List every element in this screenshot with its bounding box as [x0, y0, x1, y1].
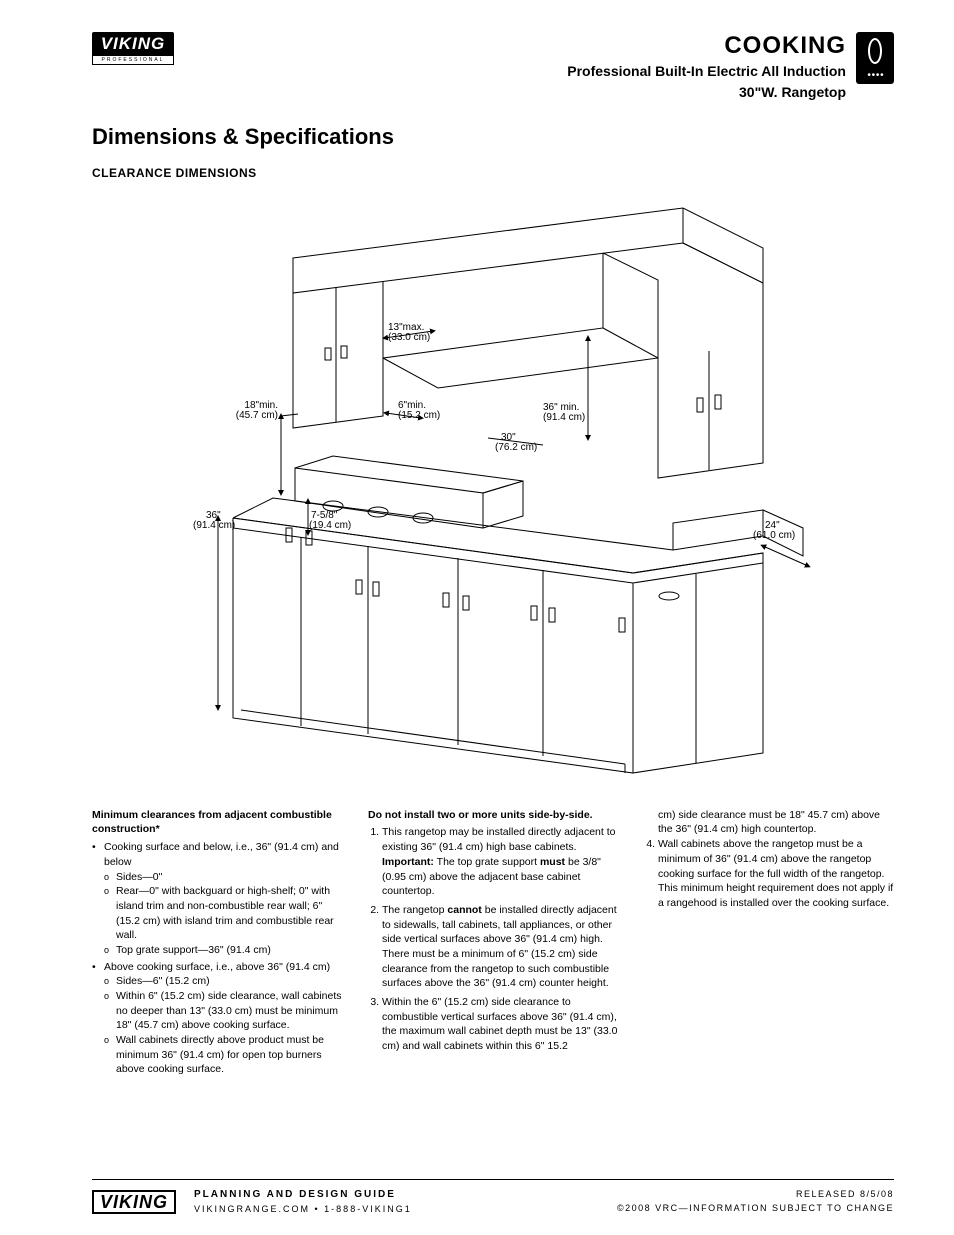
- footer-contact: VIKINGRANGE.COM • 1-888-VIKING1: [194, 1204, 599, 1214]
- clearance-diagram: 13"max.(33.0 cm) 18"min.(45.7 cm) 6"min.…: [92, 198, 894, 778]
- section-title: Dimensions & Specifications: [92, 124, 894, 150]
- svg-text:36" min.(91.4 cm): 36" min.(91.4 cm): [543, 402, 585, 423]
- brand-tag: PROFESSIONAL: [92, 56, 174, 65]
- column-1: Minimum clearances from adjacent combust…: [92, 808, 342, 1079]
- col2-n2: The rangetop cannot be installed directl…: [382, 903, 618, 991]
- col2-n1: This rangetop may be installed directly …: [382, 825, 618, 898]
- subsection-title: CLEARANCE DIMENSIONS: [92, 166, 894, 180]
- category-title: COOKING: [567, 32, 846, 60]
- col1-b1s3: Top grate support—36" (91.4 cm): [104, 943, 342, 958]
- svg-text:24"(61.0 cm): 24"(61.0 cm): [753, 520, 795, 541]
- footer-released: RELEASED 8/5/08: [617, 1188, 894, 1202]
- col1-title: Minimum clearances from adjacent combust…: [92, 808, 342, 837]
- footer-title: PLANNING AND DESIGN GUIDE: [194, 1189, 599, 1200]
- col1-b1s2: Rear—0" with backguard or high-shelf; 0"…: [104, 884, 342, 943]
- cooking-category-icon: [856, 32, 894, 84]
- footer-copyright: ©2008 VRC—INFORMATION SUBJECT TO CHANGE: [617, 1202, 894, 1216]
- col1-b2s1: Sides—6" (15.2 cm): [104, 974, 342, 989]
- diagram-svg: 13"max.(33.0 cm) 18"min.(45.7 cm) 6"min.…: [173, 198, 813, 778]
- col1-b2s3: Wall cabinets directly above product mus…: [104, 1033, 342, 1077]
- col2-n3: Within the 6" (15.2 cm) side clearance t…: [382, 995, 618, 1054]
- col3-n4: Wall cabinets above the rangetop must be…: [658, 837, 894, 910]
- col2-title: Do not install two or more units side-by…: [368, 808, 618, 823]
- svg-text:7-5/8"(19.4 cm): 7-5/8"(19.4 cm): [309, 510, 351, 531]
- footer-logo: VIKING: [92, 1190, 176, 1214]
- brand-name: VIKING: [92, 32, 174, 56]
- column-2: Do not install two or more units side-by…: [368, 808, 618, 1079]
- product-subtitle-2: 30"W. Rangetop: [567, 83, 846, 102]
- svg-text:18"min.(45.7 cm): 18"min.(45.7 cm): [236, 400, 278, 421]
- svg-text:6"min.(15.2 cm): 6"min.(15.2 cm): [398, 400, 440, 421]
- col1-b1s1: Sides—0": [104, 870, 342, 885]
- column-3: cm) side clearance must be 18" 45.7 cm) …: [644, 808, 894, 1079]
- svg-text:13"max.(33.0 cm): 13"max.(33.0 cm): [388, 322, 430, 343]
- col3-cont: cm) side clearance must be 18" 45.7 cm) …: [644, 808, 894, 837]
- svg-text:36"(91.4 cm): 36"(91.4 cm): [193, 510, 235, 531]
- brand-logo: VIKING PROFESSIONAL: [92, 32, 174, 66]
- page-footer: VIKING PLANNING AND DESIGN GUIDE VIKINGR…: [92, 1179, 894, 1215]
- col1-b2: Above cooking surface, i.e., above 36" (…: [104, 961, 330, 973]
- svg-text:30"(76.2 cm): 30"(76.2 cm): [495, 432, 537, 453]
- body-columns: Minimum clearances from adjacent combust…: [92, 808, 894, 1079]
- page-header: VIKING PROFESSIONAL COOKING Professional…: [92, 32, 894, 102]
- product-subtitle-1: Professional Built-In Electric All Induc…: [567, 62, 846, 81]
- col1-b2s2: Within 6" (15.2 cm) side clearance, wall…: [104, 989, 342, 1033]
- col1-b1: Cooking surface and below, i.e., 36" (91…: [104, 841, 339, 868]
